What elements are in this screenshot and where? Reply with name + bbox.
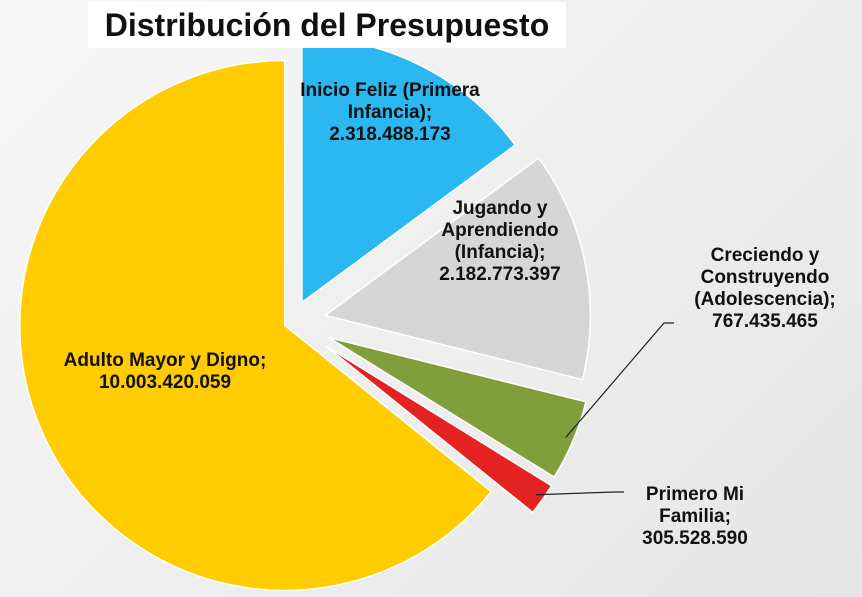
label-separator: ; — [539, 242, 546, 263]
data-label: Creciendo y Construyendo (Adolescencia);… — [660, 245, 862, 333]
slice-value: 2.182.773.397 — [439, 264, 561, 285]
slice-name: Adulto Mayor y Digno — [63, 350, 260, 371]
slice-name: Primero Mi Familia — [645, 484, 745, 527]
slice-name: Jugando y Aprendiendo (Infancia) — [441, 198, 559, 263]
label-separator: ; — [260, 350, 267, 371]
leader-line — [565, 322, 674, 438]
slice-value: 10.003.420.059 — [98, 372, 232, 393]
chart-title: Distribución del Presupuesto — [88, 2, 566, 48]
data-label: Inicio Feliz (Primera Infancia); 2.318.48… — [270, 80, 510, 146]
label-separator: ; — [724, 506, 731, 527]
data-label: Primero Mi Familia; 305.528.590 — [610, 484, 780, 550]
data-label: Jugando y Aprendiendo (Infancia); 2.182.7… — [400, 198, 600, 286]
slice-value: 2.318.488.173 — [329, 124, 451, 145]
slice-value: 305.528.590 — [642, 528, 748, 549]
data-label: Adulto Mayor y Digno; 10.003.420.059 — [40, 350, 290, 394]
label-separator: ; — [425, 102, 433, 123]
pie-slice — [19, 59, 493, 592]
leader-line — [536, 491, 624, 496]
label-separator: ; — [829, 289, 836, 310]
pie-slice — [325, 345, 553, 514]
slice-name: Creciendo y Construyendo (Adolescencia) — [694, 245, 830, 310]
pie-slice — [323, 157, 592, 381]
slice-name: Inicio Feliz (Primera Infancia) — [300, 80, 480, 123]
pie-slice — [328, 336, 587, 479]
slice-value: 767.435.465 — [712, 311, 818, 332]
